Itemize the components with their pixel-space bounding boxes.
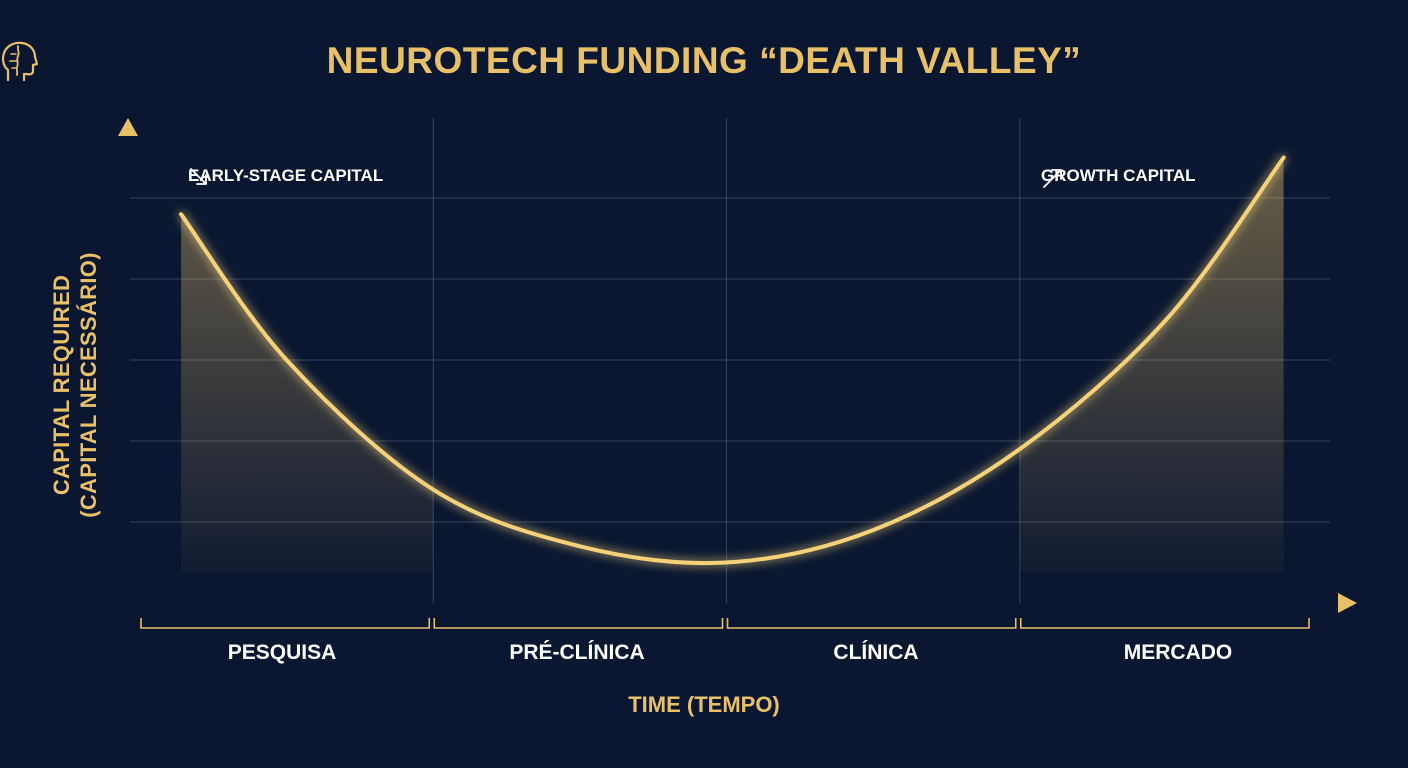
series-line <box>179 155 1286 566</box>
chart-title: NEUROTECH FUNDING “DEATH VALLEY” <box>326 40 1082 81</box>
arrow-down-right-icon <box>190 168 207 185</box>
arrow-up-right-icon <box>1043 169 1062 188</box>
y-axis-label-line-1: CAPITAL REQUIRED <box>49 274 74 496</box>
x-axis-arrowhead <box>1338 593 1357 613</box>
head-profile-icon <box>1 41 38 82</box>
title-bar: NEUROTECH FUNDING “DEATH VALLEY” <box>0 40 1408 82</box>
phase-bracket <box>433 618 724 629</box>
area-fill-early <box>181 214 434 573</box>
area-fill-growth <box>1019 157 1284 573</box>
annotation-growth: GROWTH CAPITAL <box>1041 166 1196 188</box>
phase-label-pesquisa: PESQUISA <box>227 641 337 664</box>
x-axis-label: TIME (TEMPO) <box>628 692 780 717</box>
y-axis-arrowhead <box>118 118 138 136</box>
annotation-early-stage: EARLY-STAGE CAPITAL <box>188 166 383 186</box>
phase-label-clinica: CLÍNICA <box>833 641 919 664</box>
phase-label-mercado: MERCADO <box>1123 641 1233 664</box>
annotation-early-stage-text: EARLY-STAGE CAPITAL <box>188 166 384 185</box>
phase-label-pre-clinica: PRÉ-CLÍNICA <box>509 641 645 664</box>
phase-bracket <box>1019 618 1310 629</box>
phase-bracket <box>726 618 1017 629</box>
y-axis-label-line-2: (CAPITAL NECESSÁRIO) <box>76 252 101 518</box>
phase-bracket <box>140 618 431 629</box>
y-axis-label: CAPITAL REQUIRED (CAPITAL NECESSÁRIO) <box>48 252 102 518</box>
annotation-growth-text: GROWTH CAPITAL <box>1041 166 1196 185</box>
